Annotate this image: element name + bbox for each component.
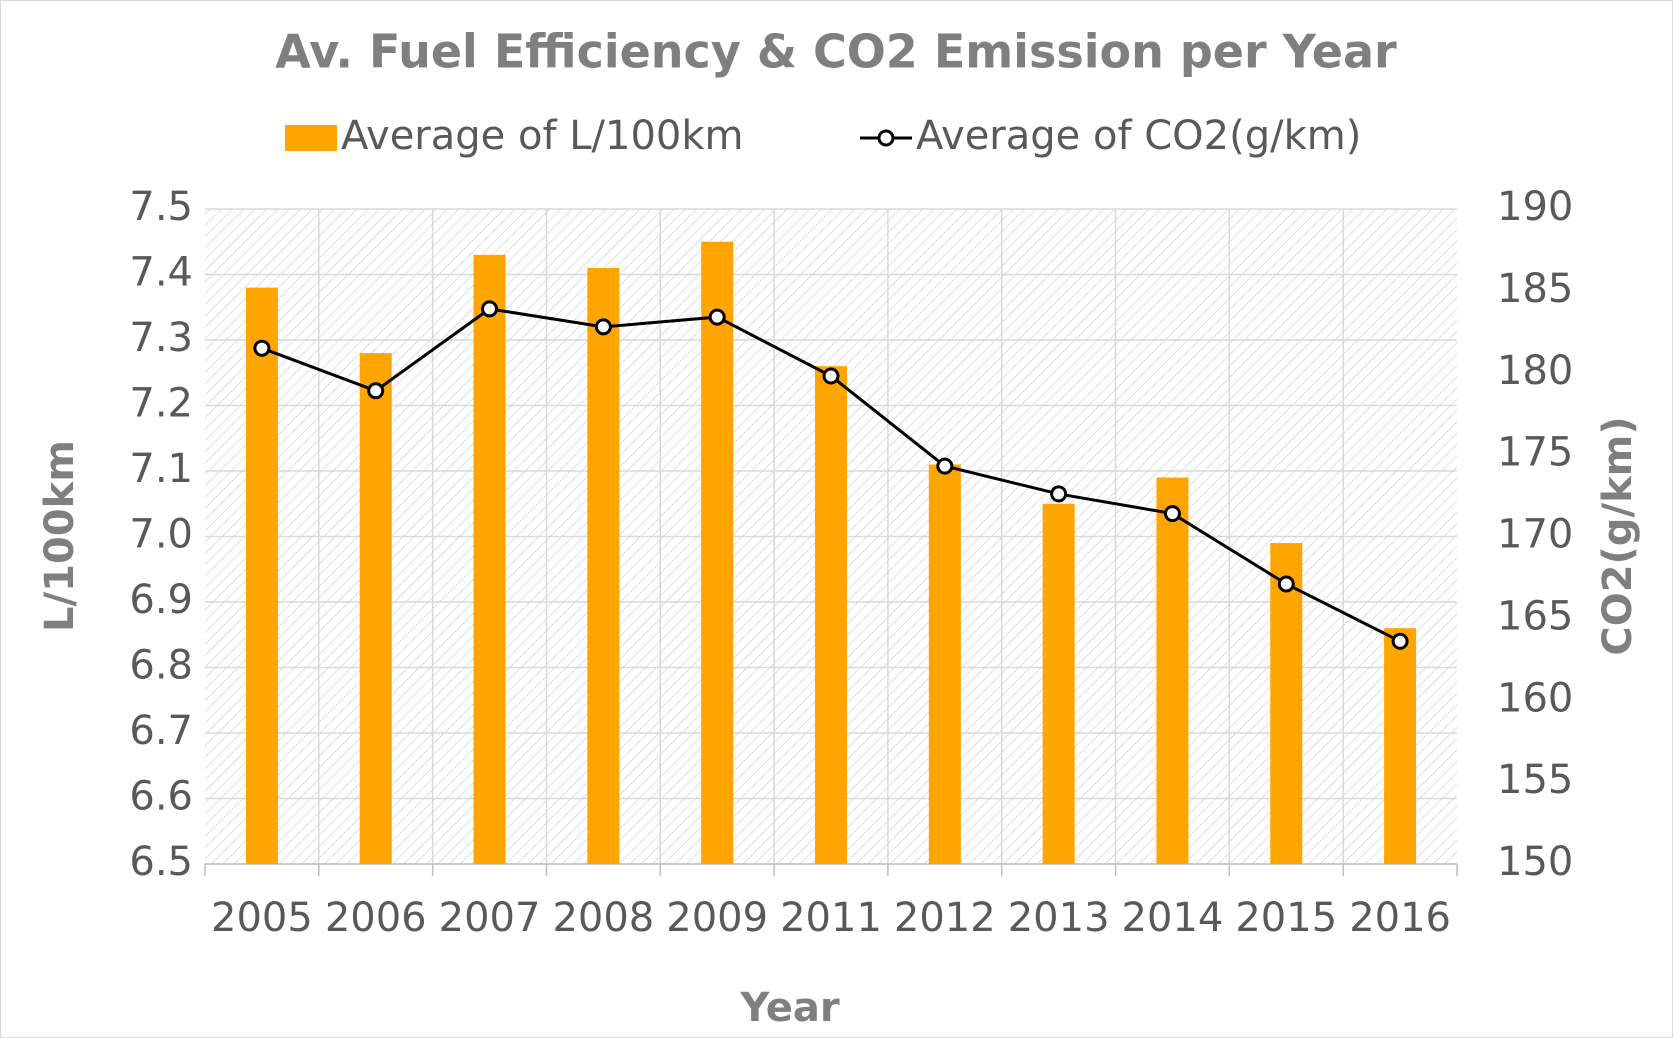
line-marker: [1163, 505, 1181, 523]
x-tick-label: 2007: [439, 895, 541, 941]
line-marker: [708, 308, 726, 326]
x-tick-label: 2014: [1122, 895, 1224, 941]
y2-tick-label: 175: [1497, 430, 1573, 476]
chart-title: Av. Fuel Efficiency & CO2 Emission per Y…: [275, 25, 1397, 79]
y2-tick-label: 165: [1497, 593, 1573, 639]
bar: [815, 366, 847, 864]
bar: [1156, 477, 1189, 864]
x-tick-label: 2011: [780, 895, 882, 941]
y2-tick-label: 180: [1497, 348, 1573, 394]
y2-tick-label: 150: [1497, 839, 1573, 885]
y2-tick-label: 160: [1497, 675, 1573, 721]
y2-tick-label: 170: [1497, 512, 1573, 558]
line-marker: [936, 457, 954, 475]
x-tick-label: 2012: [894, 895, 996, 941]
x-tick-label: 2015: [1235, 895, 1337, 941]
line-marker: [1277, 575, 1295, 593]
bar: [928, 464, 961, 864]
y-tick-label: 7.0: [129, 512, 193, 558]
y2-tick-label: 185: [1497, 266, 1573, 312]
legend-label: Average of CO2(g/km): [916, 113, 1361, 159]
bar: [1270, 543, 1303, 864]
y2-tick-label: 190: [1497, 184, 1573, 230]
legend-marker: [877, 129, 895, 147]
legend-label: Average of L/100km: [341, 113, 743, 159]
line-marker: [481, 300, 499, 318]
bar: [587, 267, 620, 864]
legend-swatch: [285, 125, 337, 151]
y-axis-title: L/100km: [37, 440, 83, 632]
line-marker: [367, 382, 385, 400]
x-tick-label: 2016: [1349, 895, 1451, 941]
bar: [245, 287, 278, 865]
line-marker: [822, 367, 840, 385]
y-tick-label: 7.1: [129, 446, 193, 492]
bar: [701, 241, 734, 864]
y2-axis-title: CO2(g/km): [1595, 416, 1641, 655]
line-marker: [1391, 632, 1409, 650]
y-tick-label: 7.5: [129, 184, 193, 230]
x-tick-label: 2006: [325, 895, 427, 941]
bar: [1384, 628, 1417, 864]
y-tick-label: 6.9: [129, 577, 193, 623]
line-marker: [1050, 485, 1068, 503]
x-tick-label: 2008: [552, 895, 654, 941]
x-axis-title: Year: [739, 985, 839, 1031]
y-tick-label: 6.7: [129, 708, 193, 754]
y-tick-label: 7.4: [129, 250, 193, 296]
x-tick-label: 2009: [666, 895, 768, 941]
y-tick-label: 6.8: [129, 643, 193, 689]
line-marker: [594, 318, 612, 336]
line-marker: [253, 339, 271, 357]
bar: [359, 353, 392, 864]
y2-tick-label: 155: [1497, 757, 1573, 803]
y-tick-label: 7.2: [129, 381, 193, 427]
y-tick-label: 7.3: [129, 315, 193, 361]
x-tick-label: 2013: [1008, 895, 1110, 941]
y-tick-label: 6.5: [129, 839, 193, 885]
bar: [1042, 503, 1075, 864]
x-tick-label: 2005: [211, 895, 313, 941]
y-tick-label: 6.6: [129, 774, 193, 820]
bar: [473, 254, 506, 865]
